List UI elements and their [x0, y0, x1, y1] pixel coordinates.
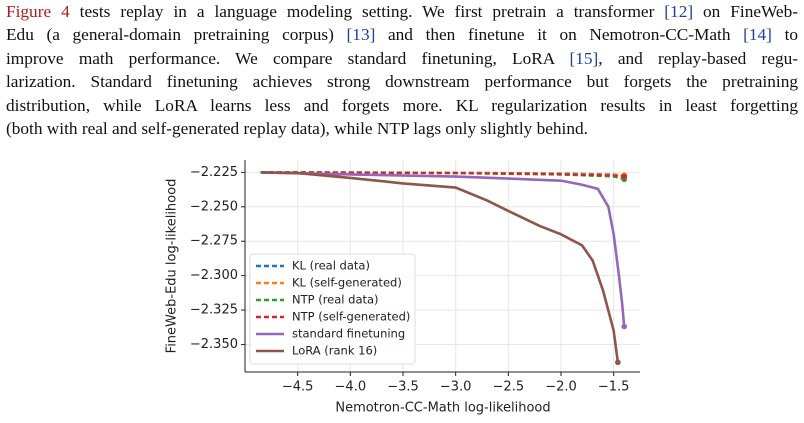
text: (both with real and self-generated repla…: [6, 119, 588, 139]
legend-label: NTP (real data): [292, 293, 379, 307]
text-line: improve math performance. We compare sta…: [6, 47, 798, 70]
text-line: distribution, while LoRA learns less and…: [6, 94, 798, 117]
text: and then finetune it on Nemotron-CC-Math: [375, 25, 744, 45]
reference-link[interactable]: Figure 4: [6, 2, 70, 21]
y-tick-label: −2.225: [190, 165, 238, 180]
y-tick-label: −2.350: [190, 337, 238, 352]
text-line: Edu (a general-domain pretraining corpus…: [6, 23, 798, 46]
text-line: (both with real and self-generated repla…: [6, 117, 798, 140]
text: distribution, while LoRA learns less and…: [6, 95, 798, 115]
legend-label: KL (real data): [292, 259, 370, 273]
text: tests replay in a language modeling sett…: [69, 2, 665, 21]
text: Edu (a general-domain pretraining corpus…: [6, 25, 347, 45]
series-line: [260, 171, 626, 327]
end-marker: [621, 173, 627, 180]
legend-box: [249, 253, 416, 365]
reference-link[interactable]: [13]: [346, 25, 376, 45]
x-tick-label: −1.5: [598, 380, 630, 395]
reference-link[interactable]: [14]: [743, 25, 772, 45]
legend-label: LoRA (rank 16): [292, 344, 377, 358]
x-axis-label: Nemotron-CC-Math log-likelihood: [335, 401, 550, 416]
text: on FineWeb-: [693, 2, 798, 21]
x-tick-label: −3.0: [440, 380, 472, 395]
x-tick-label: −4.5: [282, 380, 314, 395]
reference-link[interactable]: [12]: [664, 2, 694, 21]
y-tick-label: −2.250: [190, 199, 238, 214]
reference-link[interactable]: [15]: [569, 48, 599, 68]
x-tick-label: −4.0: [335, 380, 367, 395]
y-axis-label: FineWeb-Edu log-likelihood: [165, 179, 180, 354]
paragraph: Figure 4 tests replay in a language mode…: [6, 0, 798, 140]
series-line: [260, 171, 620, 363]
text: improve math performance. We compare sta…: [6, 48, 570, 68]
x-tick-label: −2.0: [545, 380, 577, 395]
x-tick-label: −3.5: [387, 380, 419, 395]
text: larization. Standard finetuning achieves…: [6, 72, 798, 92]
text-line: larization. Standard finetuning achieves…: [6, 70, 798, 93]
end-marker: [615, 359, 621, 366]
y-tick-label: −2.325: [190, 303, 238, 318]
series-line: [260, 171, 625, 178]
text: to: [771, 25, 799, 45]
legend-label: KL (self-generated): [292, 276, 402, 290]
legend-label: NTP (self-generated): [292, 310, 410, 324]
text: , and replay-based regu-: [598, 48, 798, 68]
text-line: Figure 4 tests replay in a language mode…: [6, 0, 798, 23]
legend-label: standard finetuning: [292, 327, 405, 341]
x-tick-label: −2.5: [493, 380, 525, 395]
end-marker: [621, 323, 627, 330]
y-tick-label: −2.300: [190, 268, 238, 283]
y-tick-label: −2.275: [190, 234, 238, 249]
